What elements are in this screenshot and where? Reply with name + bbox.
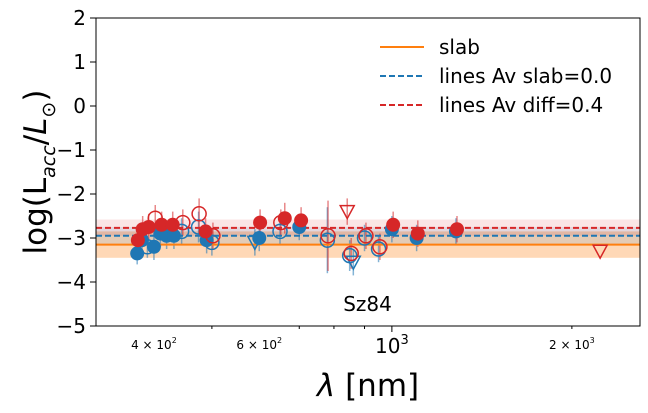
upper-limit-s1-22 — [591, 244, 609, 260]
y-label-part-1: acc — [38, 145, 60, 178]
point-s1-20 — [410, 226, 425, 241]
x-label-unit: [nm] — [335, 368, 419, 404]
point-open-s1-14 — [320, 228, 336, 244]
y-tick-label-1: 1 — [73, 50, 86, 74]
point-open-s0-13 — [272, 223, 288, 240]
point-s1-12 — [277, 211, 292, 226]
legend-label-av-diff: lines Av diff=0.4 — [439, 93, 603, 117]
y-tick-label-0: 2 — [73, 6, 86, 30]
y-tick-label-6: −4 — [57, 270, 86, 294]
point-open-s1-18 — [372, 239, 388, 255]
x-tick-exponent-minor-2: 3 — [590, 336, 595, 345]
x-tick-label-minor-2: 2 × 103 — [549, 336, 595, 352]
upper-limit-s1-15 — [338, 204, 356, 221]
point-s1-10 — [253, 215, 268, 230]
point-open-s1-9 — [205, 228, 221, 244]
y-label-part-0: log(L — [18, 177, 54, 254]
y-label-part-3: L — [18, 118, 54, 135]
y-tick-label-5: −3 — [57, 226, 86, 250]
point-s1-5 — [165, 217, 180, 232]
x-tick-exponent-minor-0: 2 — [172, 336, 177, 345]
y-tick-label-4: −2 — [57, 182, 86, 206]
point-open-s0-19 — [370, 241, 387, 257]
y-tick-label-3: −1 — [57, 138, 86, 162]
annotation-sz84: Sz84 — [343, 292, 392, 316]
y-label-part-2: / — [18, 134, 54, 145]
y-tick-label-2: 0 — [73, 94, 86, 118]
point-open-s1-17 — [358, 228, 374, 244]
x-tick-label-minor-0: 4 × 102 — [131, 336, 177, 352]
upper-limit-s0-17 — [345, 255, 362, 271]
x-tick-label-major-0: 103 — [375, 333, 409, 358]
legend-label-slab: slab — [439, 35, 480, 59]
point-open-s1-7 — [191, 206, 207, 222]
point-s0-6 — [166, 228, 181, 243]
y-tick-label-7: −5 — [57, 314, 86, 338]
x-axis-label: λ [nm] — [315, 368, 419, 404]
x-tick-label-minor-1: 6 × 102 — [236, 336, 282, 352]
point-open-s1-16 — [343, 245, 359, 262]
point-open-s0-18 — [356, 230, 373, 246]
plot-frame — [95, 17, 641, 327]
ticks-layer: 2 1 0 −1 −2 −3 −4 −5 103 4 × 102 6 × 102 2 × 103 — [57, 6, 595, 358]
point-s1-19 — [386, 217, 401, 232]
legend-label-av-slab: lines Av slab=0.0 — [439, 64, 612, 88]
y-label-part-4: ⊙ — [38, 102, 60, 118]
point-s1-0 — [130, 233, 145, 248]
y-axis-label: log(Lacc/L⊙) — [18, 90, 60, 255]
point-s1-2 — [141, 220, 156, 234]
point-s1-21 — [449, 222, 464, 237]
point-s1-4 — [154, 217, 169, 232]
points-layer — [130, 204, 609, 271]
point-open-s0-10 — [204, 234, 220, 251]
legend: slab lines Av slab=0.0 lines Av diff=0.4 — [380, 35, 612, 117]
point-s0-12 — [252, 231, 267, 245]
point-s1-8 — [198, 224, 213, 239]
point-s0-0 — [130, 246, 145, 261]
point-s0-3 — [146, 239, 161, 254]
x-tick-exponent-major-0: 3 — [400, 333, 408, 348]
point-open-s1-6 — [175, 214, 191, 231]
y-label-part-5: ) — [18, 90, 54, 102]
x-tick-exponent-minor-1: 2 — [277, 336, 282, 345]
x-label-symbol: λ — [315, 368, 335, 404]
point-s1-13 — [294, 213, 309, 228]
